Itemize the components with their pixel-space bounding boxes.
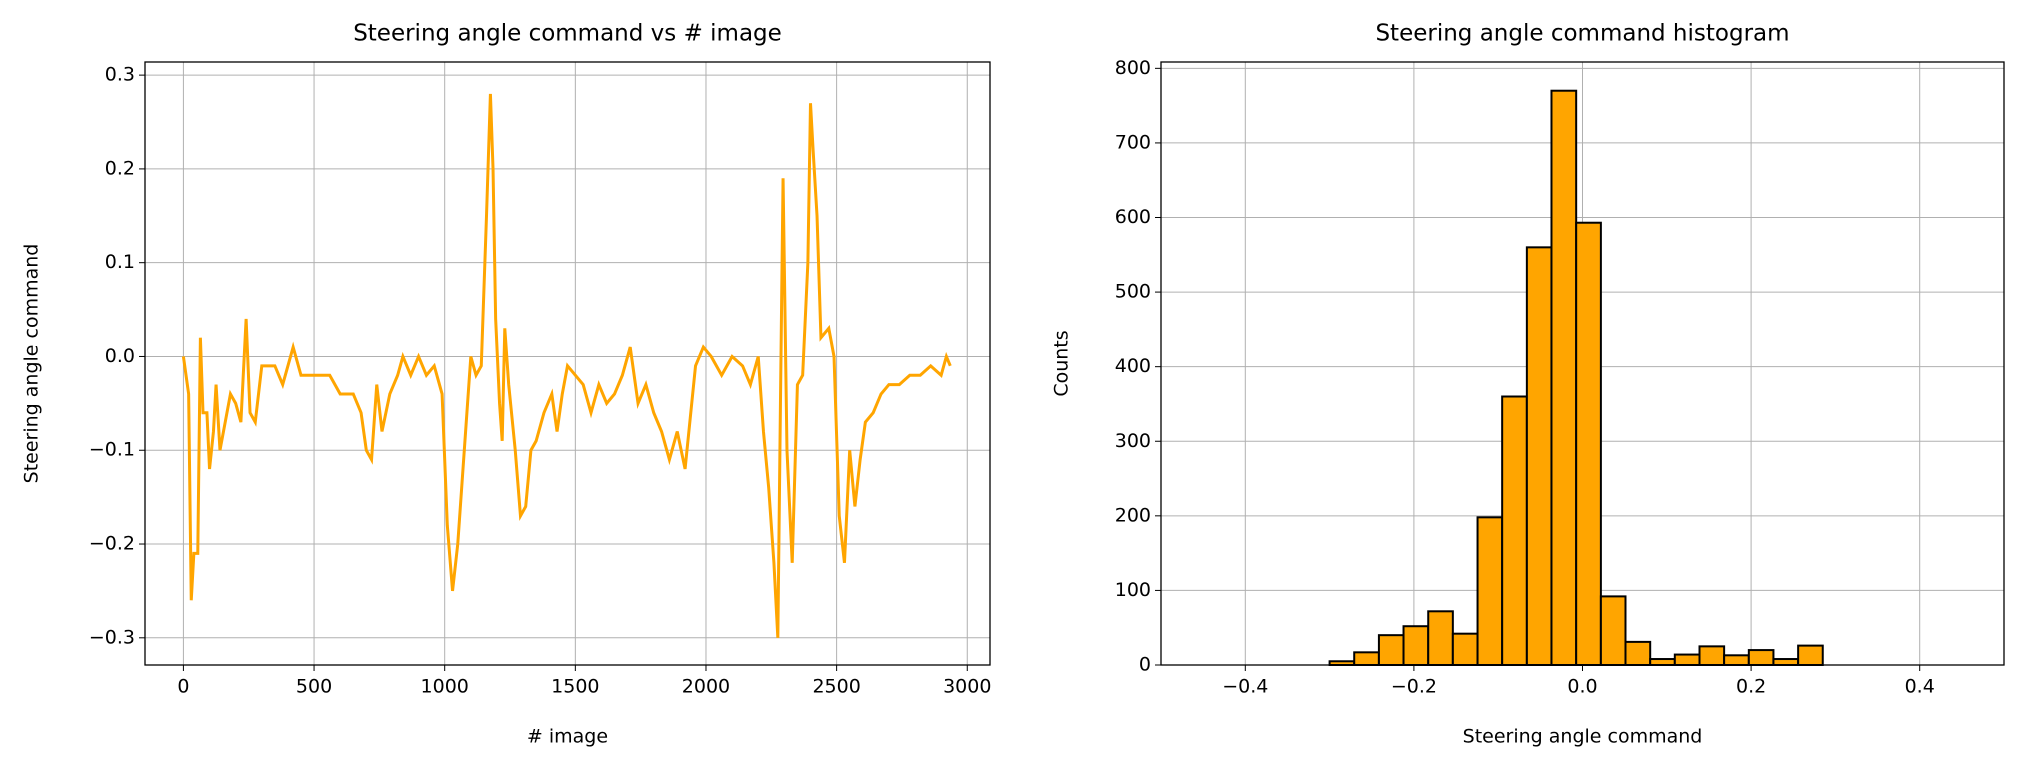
chart: 0 500 1000 1500 2000 2500 3000 −0.3 −0.2 −0.1 0.0 0… [21,21,992,748]
y-tick-label: 0.0 [105,345,135,367]
x-tick-label: 0.2 [1736,676,1766,698]
axes-frame [1160,61,2005,666]
bar [1501,395,1528,666]
axes-frame [144,61,991,666]
y-axis-label: Counts [1051,330,1073,396]
bar [1772,658,1800,666]
y-tick-label: 100 [1115,579,1151,601]
x-tick-label: 1500 [551,676,599,698]
x-tick-label: 500 [296,676,332,698]
y-tick-label: 0.3 [105,64,135,86]
bar [1377,634,1405,667]
bar [1575,221,1602,667]
x-tick-label: 1000 [421,676,469,698]
y-tick-label: 700 [1115,131,1151,153]
y-tick-label: 0 [1139,654,1151,676]
x-tick-label: 0 [177,676,189,698]
bar [1649,658,1676,666]
bar [1402,625,1430,666]
x-axis-label: Steering angle command [1463,726,1703,748]
x-tick-label: 2500 [812,676,860,698]
bar [1353,651,1380,667]
data-line [181,93,952,638]
bar [1550,89,1578,666]
y-tick-label: 500 [1115,281,1151,303]
y-tick-label: 400 [1115,355,1151,377]
y-tick-label: 200 [1115,504,1151,526]
y-tick-label: −0.3 [89,626,135,648]
bar [1599,595,1627,666]
y-tick-label: −0.1 [89,439,135,461]
x-tick-label: −0.4 [1222,676,1268,698]
x-tick-label: 3000 [943,676,991,698]
bar [1797,644,1824,666]
bar [1747,649,1775,667]
bar [1673,653,1701,667]
y-tick-label: 600 [1115,206,1151,228]
bar [1723,654,1750,666]
bar [1476,516,1504,666]
x-tick-label: 0.4 [1905,676,1935,698]
bar [1451,632,1479,667]
chart-title: Steering angle command vs # image [353,21,782,47]
y-tick-label: 0.1 [105,251,135,273]
x-axis-label: # image [527,726,608,748]
y-tick-label: 0.2 [105,157,135,179]
x-tick-label: 2000 [682,676,730,698]
chart: −0.4 −0.2 0.0 0.2 0.4 0 100 200 300 400 500 600 700 8… [1051,21,2005,748]
y-tick-label: 800 [1115,57,1151,79]
bar [1624,640,1652,666]
bar [1698,645,1726,667]
bar [1525,246,1553,666]
chart-title: Steering angle command histogram [1375,21,1789,47]
y-tick-label: −0.2 [89,533,135,555]
y-axis-label: Steering angle command [21,244,43,484]
bar [1427,610,1454,666]
y-tick-label: 300 [1115,430,1151,452]
x-tick-label: −0.2 [1391,676,1437,698]
x-tick-label: 0.0 [1567,676,1597,698]
